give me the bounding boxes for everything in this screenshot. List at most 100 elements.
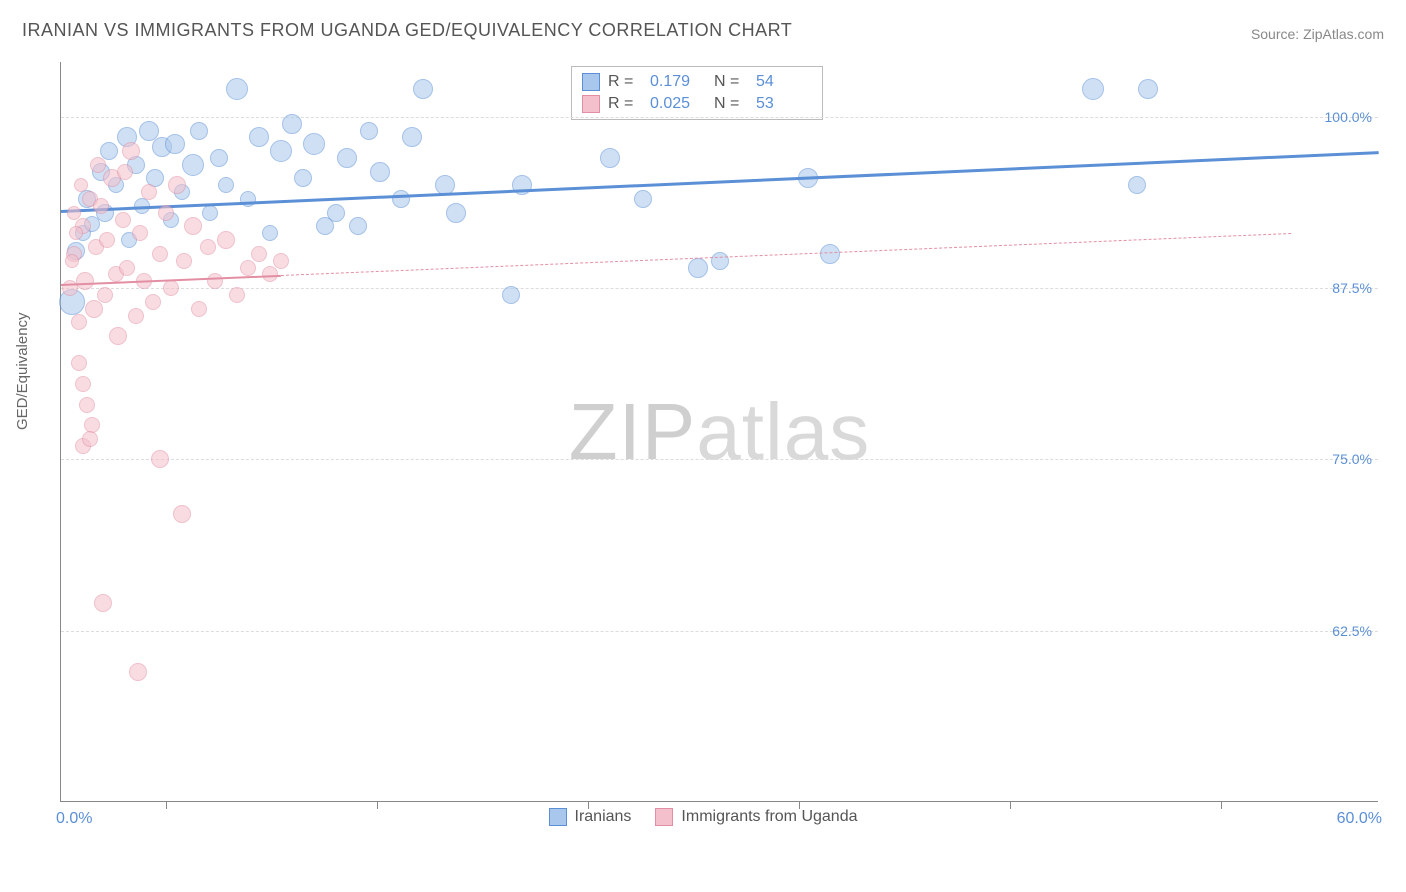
legend-n-label: N = [714, 95, 748, 113]
data-point [218, 177, 234, 193]
data-point [217, 231, 235, 249]
gridline [61, 459, 1378, 460]
gridline [61, 288, 1378, 289]
plot-area: ZIPatlas R =0.179N =54R =0.025N =53 100.… [60, 62, 1378, 802]
data-point [122, 142, 140, 160]
data-point [360, 122, 378, 140]
data-point [202, 205, 218, 221]
data-point [152, 246, 168, 262]
data-point [303, 133, 325, 155]
correlation-legend: R =0.179N =54R =0.025N =53 [571, 66, 823, 120]
data-point [76, 272, 94, 290]
legend-item: Iranians [549, 808, 632, 826]
legend-r-label: R = [608, 95, 642, 113]
legend-n-label: N = [714, 73, 748, 91]
data-point [71, 355, 87, 371]
data-point [65, 254, 79, 268]
legend-n-value: 53 [756, 95, 812, 113]
trend-line [61, 151, 1379, 213]
data-point [79, 397, 95, 413]
data-point [229, 287, 245, 303]
data-point [273, 253, 289, 269]
data-point [94, 594, 112, 612]
data-point [69, 226, 83, 240]
data-point [249, 127, 269, 147]
gridline [61, 117, 1378, 118]
data-point [128, 308, 144, 324]
chart-title: IRANIAN VS IMMIGRANTS FROM UGANDA GED/EQ… [22, 20, 792, 41]
data-point [210, 149, 228, 167]
y-tick-label: 100.0% [1325, 109, 1372, 125]
data-point [71, 314, 87, 330]
data-point [1128, 176, 1146, 194]
data-point [141, 184, 157, 200]
data-point [132, 225, 148, 241]
data-point [82, 431, 98, 447]
data-point [99, 232, 115, 248]
data-point [173, 505, 191, 523]
data-point [119, 260, 135, 276]
data-point [163, 280, 179, 296]
data-point [1138, 79, 1158, 99]
data-point [184, 217, 202, 235]
legend-r-value: 0.025 [650, 95, 706, 113]
gridline [61, 631, 1378, 632]
data-point [115, 212, 131, 228]
data-point [634, 190, 652, 208]
data-point [117, 164, 133, 180]
data-point [337, 148, 357, 168]
data-point [349, 217, 367, 235]
data-point [502, 286, 520, 304]
data-point [207, 273, 223, 289]
data-point [182, 154, 204, 176]
data-point [176, 253, 192, 269]
data-point [262, 225, 278, 241]
data-point [93, 198, 109, 214]
data-point [270, 140, 292, 162]
data-point [151, 450, 169, 468]
watermark: ZIPatlas [569, 386, 870, 478]
data-point [168, 176, 186, 194]
legend-item: Immigrants from Uganda [655, 808, 857, 826]
data-point [74, 178, 88, 192]
data-point [316, 217, 334, 235]
data-point [294, 169, 312, 187]
legend-series-name: Iranians [575, 808, 632, 826]
data-point [158, 205, 174, 221]
legend-r-value: 0.179 [650, 73, 706, 91]
legend-row: R = 0.025 N = 53 [582, 93, 812, 115]
data-point [711, 252, 729, 270]
data-point [402, 127, 422, 147]
data-point [97, 287, 113, 303]
legend-swatch [549, 808, 567, 826]
data-point [75, 376, 91, 392]
data-point [191, 301, 207, 317]
data-point [392, 190, 410, 208]
data-point [1082, 78, 1104, 100]
data-point [165, 134, 185, 154]
data-point [67, 206, 81, 220]
series-legend: Iranians Immigrants from Uganda [0, 808, 1406, 826]
watermark-bold: ZIP [569, 387, 696, 476]
data-point [413, 79, 433, 99]
data-point [145, 294, 161, 310]
legend-swatch [582, 95, 600, 113]
data-point [190, 122, 208, 140]
data-point [251, 246, 267, 262]
data-point [109, 327, 127, 345]
data-point [200, 239, 216, 255]
source-attribution: Source: ZipAtlas.com [1251, 26, 1384, 42]
legend-row: R =0.179N =54 [582, 71, 812, 93]
legend-series-name: Immigrants from Uganda [681, 808, 857, 826]
y-tick-label: 75.0% [1332, 451, 1372, 467]
y-tick-label: 87.5% [1332, 280, 1372, 296]
data-point [600, 148, 620, 168]
data-point [85, 300, 103, 318]
data-point [820, 244, 840, 264]
data-point [446, 203, 466, 223]
y-tick-label: 62.5% [1332, 623, 1372, 639]
legend-r-label: R = [608, 73, 642, 91]
data-point [688, 258, 708, 278]
data-point [129, 663, 147, 681]
y-axis-title: GED/Equivalency [14, 312, 31, 430]
